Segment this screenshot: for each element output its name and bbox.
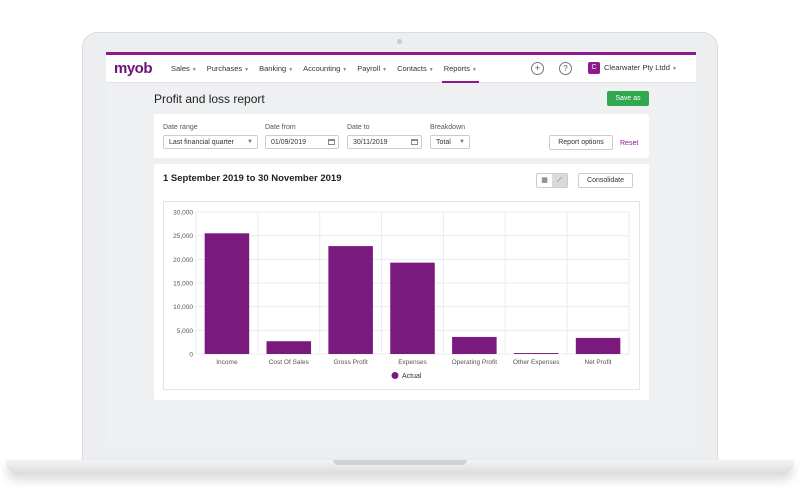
y-tick-label: 25,000 [173, 233, 193, 240]
save-as-button[interactable]: Save as [607, 91, 649, 106]
nav-item-payroll[interactable]: Payroll ▼ [352, 55, 392, 83]
x-tick-label: Other Expenses [513, 359, 560, 366]
chevron-down-icon: ▼ [382, 67, 388, 73]
chart-bar [266, 341, 312, 354]
nav-item-label: Reports [443, 64, 470, 73]
date-to-input[interactable]: 30/11/2019 [347, 135, 422, 149]
main-nav: Sales ▼ Purchases ▼ Banking ▼ Accounting ▼ P… [166, 55, 482, 83]
company-avatar[interactable]: C [588, 62, 600, 74]
plus-circle-icon[interactable]: + [531, 62, 544, 75]
x-tick-label: Gross Profit [333, 359, 368, 366]
profit-loss-bar-chart: 0 5,000 10,000 15,000 20,000 25,000 30,000 Inco… [163, 201, 640, 390]
top-nav-bar: myob Sales ▼ Purchases ▼ Banking ▼ Accounti… [106, 52, 696, 83]
date-range-label: Date range [163, 124, 198, 131]
y-tick-label: 15,000 [173, 281, 193, 288]
date-from-label: Date from [265, 124, 296, 131]
chevron-down-icon: ▼ [428, 67, 434, 73]
report-title: 1 September 2019 to 30 November 2019 [163, 173, 342, 184]
company-name: Clearwater Pty Ltdd [604, 63, 670, 72]
laptop-notch [333, 460, 467, 465]
chevron-down-icon: ▼ [342, 67, 348, 73]
legend-marker [391, 372, 399, 379]
myob-logo[interactable]: myob [114, 60, 153, 77]
x-tick-label: Cost Of Sales [269, 359, 310, 366]
date-from-value: 01/09/2019 [271, 139, 307, 146]
x-tick-label: Net Profit [585, 359, 612, 366]
calendar-icon[interactable] [411, 139, 418, 145]
report-panel: 1 September 2019 to 30 November 2019 ▦ ⟋… [154, 164, 649, 400]
page-title: Profit and loss report [154, 92, 265, 106]
chevron-down-icon: ▼ [247, 139, 253, 145]
nav-item-banking[interactable]: Banking ▼ [254, 55, 298, 83]
chevron-down-icon: ▼ [288, 67, 294, 73]
chart-icon[interactable]: ⟋ [552, 174, 567, 187]
nav-item-sales[interactable]: Sales ▼ [166, 55, 202, 83]
y-tick-label: 10,000 [173, 304, 193, 311]
x-tick-label: Operating Profit [452, 359, 498, 366]
date-to-label: Date to [347, 124, 370, 131]
y-tick-label: 5,000 [177, 328, 194, 335]
nav-item-label: Banking [259, 64, 287, 73]
calendar-icon[interactable] [328, 139, 335, 145]
chart-bar [204, 233, 250, 354]
nav-item-label: Accounting [303, 64, 341, 73]
nav-item-accounting[interactable]: Accounting ▼ [298, 55, 352, 83]
date-range-select[interactable]: Last financial quarter ▼ [163, 135, 258, 149]
report-options-button[interactable]: Report options [549, 135, 613, 150]
nav-item-reports[interactable]: Reports ▼ [439, 55, 482, 83]
chevron-down-icon: ▼ [459, 139, 465, 145]
date-range-value: Last financial quarter [169, 139, 234, 146]
nav-item-contacts[interactable]: Contacts ▼ [392, 55, 439, 83]
nav-item-label: Contacts [397, 64, 427, 73]
filter-panel: Date range Last financial quarter ▼ Date … [154, 114, 649, 158]
nav-item-label: Payroll [357, 64, 381, 73]
x-tick-label: Expenses [398, 359, 427, 366]
chevron-down-icon: ▼ [671, 66, 677, 72]
y-tick-label: 20,000 [173, 257, 193, 264]
date-from-input[interactable]: 01/09/2019 [265, 135, 339, 149]
reset-link[interactable]: Reset [620, 140, 639, 147]
chevron-down-icon: ▼ [471, 67, 477, 73]
chart-bar [328, 246, 373, 354]
company-switcher[interactable]: Clearwater Pty Ltdd ▼ [604, 63, 677, 72]
breakdown-label: Breakdown [430, 124, 466, 131]
breakdown-value: Total [436, 139, 451, 146]
nav-item-label: Sales [171, 64, 190, 73]
y-tick-label: 0 [189, 352, 193, 359]
chart-bar [390, 262, 435, 354]
date-to-value: 30/11/2019 [353, 139, 388, 146]
consolidate-button[interactable]: Consolidate [578, 173, 633, 188]
nav-item-purchases[interactable]: Purchases ▼ [202, 55, 254, 83]
chevron-down-icon: ▼ [244, 67, 250, 73]
view-toggle: ▦ ⟋ [536, 173, 568, 188]
breakdown-select[interactable]: Total ▼ [430, 135, 470, 149]
chart-bar [513, 353, 559, 354]
laptop-base [6, 460, 794, 474]
camera-dot [397, 39, 402, 44]
y-tick-label: 30,000 [173, 210, 193, 217]
x-tick-label: Income [216, 359, 238, 366]
chart-bar [575, 337, 621, 354]
nav-item-label: Purchases [206, 64, 243, 73]
table-icon[interactable]: ▦ [541, 177, 548, 184]
chart-bar [452, 336, 497, 354]
legend-label: Actual [402, 373, 422, 380]
app-screen: myob Sales ▼ Purchases ▼ Banking ▼ Accounti… [106, 52, 696, 446]
chevron-down-icon: ▼ [191, 67, 197, 73]
help-icon[interactable]: ? [559, 62, 572, 75]
